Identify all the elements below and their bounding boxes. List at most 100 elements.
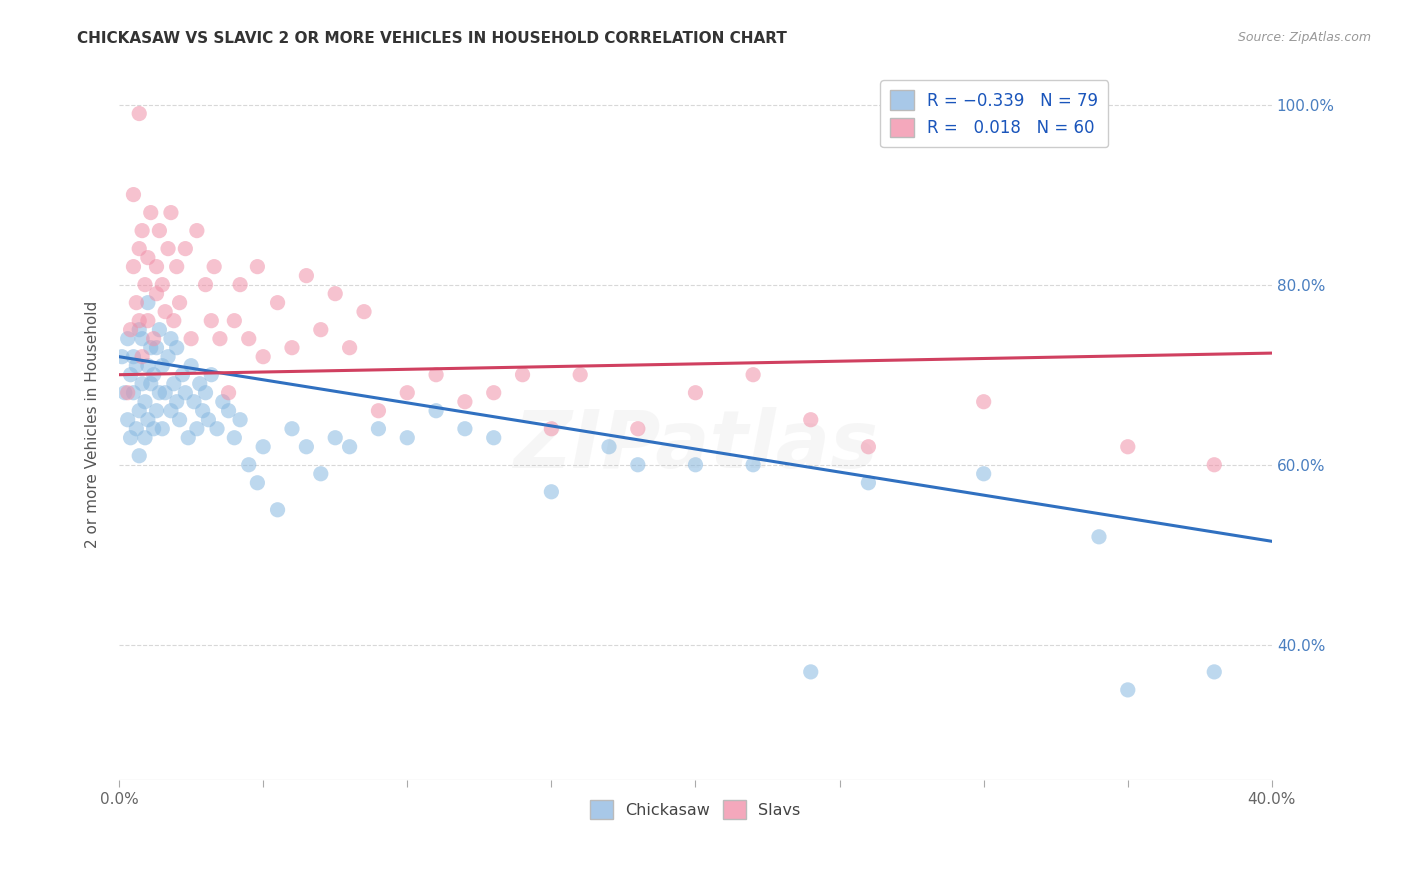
- Point: [160, 332, 183, 346]
- Point: [425, 368, 447, 382]
- Point: [148, 385, 170, 400]
- Point: [136, 313, 159, 327]
- Point: [858, 440, 880, 454]
- Point: [125, 422, 148, 436]
- Point: [800, 665, 823, 679]
- Point: [142, 368, 165, 382]
- Point: [157, 242, 180, 256]
- Point: [742, 458, 765, 472]
- Point: [224, 431, 246, 445]
- Point: [205, 422, 228, 436]
- Point: [136, 413, 159, 427]
- Point: [122, 260, 145, 274]
- Point: [186, 422, 208, 436]
- Point: [540, 422, 562, 436]
- Point: [627, 422, 650, 436]
- Point: [454, 422, 477, 436]
- Point: [425, 403, 447, 417]
- Point: [136, 359, 159, 373]
- Point: [396, 385, 419, 400]
- Point: [627, 458, 650, 472]
- Point: [163, 313, 186, 327]
- Point: [128, 449, 150, 463]
- Point: [153, 385, 176, 400]
- Point: [800, 413, 823, 427]
- Point: [163, 376, 186, 391]
- Point: [122, 385, 145, 400]
- Point: [120, 368, 142, 382]
- Point: [114, 385, 136, 400]
- Point: [194, 385, 217, 400]
- Point: [309, 467, 332, 481]
- Point: [134, 394, 156, 409]
- Point: [323, 286, 346, 301]
- Point: [482, 431, 505, 445]
- Point: [111, 350, 134, 364]
- Point: [145, 260, 167, 274]
- Point: [134, 431, 156, 445]
- Point: [295, 440, 318, 454]
- Point: [353, 304, 375, 318]
- Point: [858, 475, 880, 490]
- Point: [246, 475, 269, 490]
- Point: [117, 332, 139, 346]
- Point: [339, 440, 361, 454]
- Point: [367, 403, 389, 417]
- Text: ZIPatlas: ZIPatlas: [513, 407, 877, 484]
- Point: [131, 350, 153, 364]
- Point: [238, 458, 260, 472]
- Point: [1204, 665, 1226, 679]
- Point: [166, 394, 188, 409]
- Point: [540, 484, 562, 499]
- Point: [197, 413, 219, 427]
- Point: [150, 359, 173, 373]
- Point: [128, 403, 150, 417]
- Point: [569, 368, 592, 382]
- Point: [186, 224, 208, 238]
- Point: [117, 385, 139, 400]
- Point: [139, 376, 162, 391]
- Point: [218, 403, 240, 417]
- Point: [122, 187, 145, 202]
- Point: [281, 341, 304, 355]
- Point: [142, 422, 165, 436]
- Point: [1116, 440, 1139, 454]
- Text: Source: ZipAtlas.com: Source: ZipAtlas.com: [1237, 31, 1371, 45]
- Point: [166, 260, 188, 274]
- Point: [169, 295, 191, 310]
- Point: [218, 385, 240, 400]
- Point: [252, 440, 274, 454]
- Point: [188, 376, 211, 391]
- Point: [148, 323, 170, 337]
- Point: [191, 403, 214, 417]
- Point: [238, 332, 260, 346]
- Point: [512, 368, 534, 382]
- Point: [128, 323, 150, 337]
- Point: [128, 313, 150, 327]
- Point: [128, 106, 150, 120]
- Point: [136, 251, 159, 265]
- Point: [136, 295, 159, 310]
- Point: [1116, 682, 1139, 697]
- Point: [131, 376, 153, 391]
- Point: [120, 431, 142, 445]
- Point: [160, 403, 183, 417]
- Point: [128, 242, 150, 256]
- Point: [145, 341, 167, 355]
- Point: [194, 277, 217, 292]
- Point: [139, 205, 162, 219]
- Point: [183, 394, 205, 409]
- Point: [131, 332, 153, 346]
- Point: [177, 431, 200, 445]
- Point: [148, 224, 170, 238]
- Point: [202, 260, 225, 274]
- Point: [200, 313, 222, 327]
- Point: [323, 431, 346, 445]
- Point: [246, 260, 269, 274]
- Point: [160, 205, 183, 219]
- Point: [454, 394, 477, 409]
- Point: [120, 323, 142, 337]
- Y-axis label: 2 or more Vehicles in Household: 2 or more Vehicles in Household: [86, 301, 100, 548]
- Point: [122, 350, 145, 364]
- Point: [339, 341, 361, 355]
